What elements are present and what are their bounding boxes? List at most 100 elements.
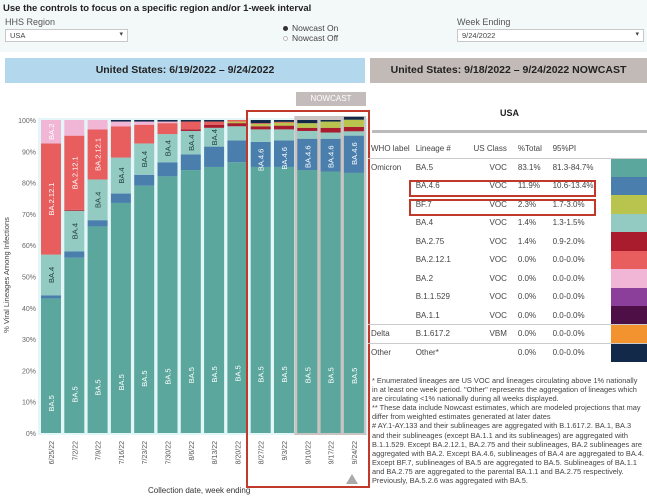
bar-segment-BA-2[interactable] (87, 120, 108, 130)
bar-segment-BA-2-12-1[interactable] (204, 121, 225, 125)
bar-segment-BF-7[interactable] (297, 123, 318, 128)
bar-segment-BA-4[interactable] (227, 126, 248, 141)
bar-segment-BA-4[interactable] (180, 130, 201, 155)
bar-segment-BA-2-12-1[interactable] (64, 135, 85, 210)
bar-segment-Other[interactable] (157, 120, 178, 122)
bar-segment-Other[interactable] (204, 120, 225, 122)
bar-segment-BA-5[interactable] (274, 166, 294, 433)
bar-segment-BF-7[interactable] (250, 123, 271, 127)
bar-segment-BA-2[interactable] (64, 120, 85, 136)
bar-segment-BA-2-12-1[interactable] (180, 121, 201, 130)
region-select[interactable]: USA ▾ (5, 29, 128, 42)
nowcast-on-radio[interactable]: Nowcast On (283, 23, 338, 33)
bar-segment-BA-5[interactable] (157, 176, 178, 433)
bar-segment-BA-2-75[interactable] (274, 125, 294, 130)
color-swatch (610, 324, 647, 343)
bar-segment-BA-2[interactable] (110, 121, 131, 127)
bar-segment-BA-4[interactable] (157, 134, 178, 163)
bar-segment-BA-2-75[interactable] (204, 124, 225, 128)
bar-segment-BA-4-6[interactable] (320, 138, 341, 172)
bar-segment-Other[interactable] (250, 120, 271, 124)
table-row: BA.4 VOC 1.4% 1.3-1.5% (368, 213, 647, 232)
bar-segment-BA-4-6[interactable] (343, 135, 364, 173)
bar-segment-BA-2-12-1[interactable] (250, 123, 271, 124)
bar-segment-Other[interactable] (320, 120, 341, 122)
bar-segment-BA-2-12-1[interactable] (274, 121, 294, 123)
bar-segment-BA-4[interactable] (320, 132, 341, 139)
bar-segment-BA-4-6[interactable] (41, 295, 61, 299)
bar-segment-BA-2-12-1[interactable] (157, 123, 178, 135)
bar-segment-BA-5[interactable] (41, 298, 61, 433)
bar-segment-BA-5[interactable] (134, 185, 155, 433)
bar-segment-BA-4-6[interactable] (274, 140, 294, 167)
bar-segment-BA-4[interactable] (41, 254, 61, 296)
bar-segment-BA-4[interactable] (204, 127, 225, 147)
bar-segment-BA-5[interactable] (87, 226, 108, 433)
nowcast-off-radio[interactable]: Nowcast Off (283, 33, 338, 43)
bar-segment-BA-2-75[interactable] (64, 209, 85, 211)
bar-segment-BA-4-6[interactable] (87, 220, 108, 227)
bar-segment-BA-4[interactable] (250, 129, 271, 142)
bar-segment-BA-2-12-1[interactable] (41, 143, 61, 255)
bar-segment-BA-2-12-1[interactable] (87, 129, 108, 180)
bar-segment-BA-2-12-1[interactable] (110, 126, 131, 158)
y-tick-label: 10% (22, 400, 36, 407)
bar-segment-Other[interactable] (134, 120, 155, 122)
bar-segment-BA-5[interactable] (180, 170, 201, 433)
pi-range-cell: 0.9-2.0% (552, 236, 585, 246)
bar-segment-BA-2-75[interactable] (227, 123, 248, 127)
pi-range-cell: 0.0-0.0% (549, 324, 611, 343)
bar-segment-BA-4-6[interactable] (204, 146, 225, 167)
bar-segment-BA-5[interactable] (250, 166, 271, 433)
bar-segment-BA-5[interactable] (343, 172, 364, 433)
bar-segment-BA-2-12-1[interactable] (227, 120, 248, 122)
bar-segment-BA-4-6[interactable] (157, 162, 178, 177)
bar-segment-BA-4[interactable] (64, 210, 85, 252)
bar-segment-BA-4[interactable] (297, 130, 318, 139)
bar-segment-BF-7[interactable] (320, 121, 341, 128)
bar-segment-BA-4-6[interactable] (297, 138, 318, 171)
y-tick-label: 100% (18, 118, 36, 125)
bar-segment-BA-4[interactable] (87, 179, 108, 221)
bar-segment-Other[interactable] (180, 120, 201, 122)
bar-segment-BA-4-6[interactable] (110, 193, 131, 203)
bar-segment-BA-4[interactable] (110, 157, 131, 194)
bar-segment-BA-5[interactable] (204, 166, 225, 433)
bar-segment-Other[interactable] (343, 116, 364, 120)
bar-segment-Other[interactable] (274, 120, 294, 122)
bar-segment-BA-2[interactable] (157, 121, 178, 124)
bar-segment-BA-5[interactable] (297, 170, 318, 433)
bar-segment-BA-4[interactable] (134, 143, 155, 175)
bar-segment-Other[interactable] (297, 120, 318, 124)
bar-segment-BA-4-6[interactable] (180, 154, 201, 171)
bar-segment-BF-7[interactable] (343, 119, 364, 127)
bar-segment-BA-2-75[interactable] (320, 127, 341, 133)
bar-segment-BA-4-6[interactable] (64, 251, 85, 258)
bar-segment-BA-5[interactable] (320, 171, 341, 433)
bar-segment-BA-4[interactable] (274, 129, 294, 141)
footnote-aggregation: # AY.1-AY.133 and their sublineages are … (372, 421, 644, 486)
bar-segment-BA-2-12-1[interactable] (134, 124, 155, 144)
bar-segment-BA-2-75[interactable] (180, 129, 201, 131)
instruction-text: Use the controls to focus on a specific … (3, 3, 312, 14)
bar-segment-BA-5[interactable] (64, 257, 85, 433)
bar-segment-BA-4-6[interactable] (250, 141, 271, 167)
bar-segment-BA-5[interactable] (227, 162, 248, 433)
triangle-up-icon[interactable] (346, 474, 358, 484)
bar-segment-BA-4-6[interactable] (227, 140, 248, 163)
bar-segment-BA-4[interactable] (343, 131, 364, 136)
bar-segment-BA-2-75[interactable] (343, 126, 364, 132)
lineage-cell: BA.2.12.1 (415, 255, 451, 265)
bar-segment-BA-5[interactable] (110, 202, 131, 433)
bar-segment-BA-2[interactable] (41, 120, 61, 144)
bar-segment-BA-2-75[interactable] (250, 126, 271, 130)
who-label-cell (368, 251, 413, 270)
bar-segment-BA-2[interactable] (134, 121, 155, 125)
bar-segment-BF-7[interactable] (227, 121, 248, 124)
bar-segment-Other[interactable] (110, 120, 131, 122)
bar-segment-BA-2-75[interactable] (297, 127, 318, 131)
us-class-cell: VOC (489, 163, 507, 172)
bar-segment-BF-7[interactable] (274, 122, 294, 126)
week-select[interactable]: 9/24/2022 ▾ (457, 29, 644, 42)
bar-segment-BA-4-6[interactable] (134, 174, 155, 186)
